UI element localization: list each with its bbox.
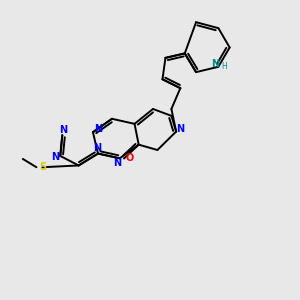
Text: O: O [125,154,134,164]
Text: N: N [51,152,59,162]
Text: N: N [113,158,122,168]
Text: S: S [39,162,46,172]
Text: N: N [93,143,101,153]
Text: H: H [221,62,227,71]
Text: N: N [94,124,102,134]
Text: N: N [176,124,184,134]
Text: N: N [59,125,67,135]
Text: N: N [211,59,220,69]
